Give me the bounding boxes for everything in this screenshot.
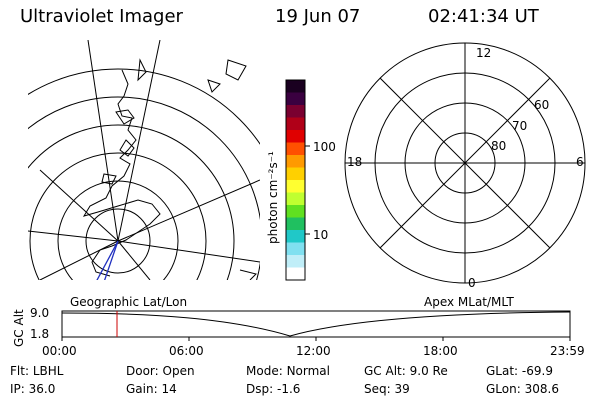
info-ip: IP: 36.0 <box>10 382 56 396</box>
colorbar-swatch <box>286 80 305 93</box>
info-gain: Gain: 14 <box>126 382 177 396</box>
geo-lat-circle <box>85 208 151 274</box>
xtick-0000: 00:00 <box>42 344 77 358</box>
xtick-1200: 12:00 <box>296 344 331 358</box>
info-glon: GLon: 308.6 <box>486 382 559 396</box>
info-gc-alt: GC Alt: 9.0 Re <box>364 364 448 378</box>
altitude-curve <box>61 311 571 337</box>
coastline <box>207 79 221 93</box>
geo-meridian <box>39 240 119 280</box>
spacecraft-vector <box>96 240 119 280</box>
geo-lat-circle <box>29 152 207 280</box>
apex-mlt-line <box>379 77 551 249</box>
info-filter: Flt: LBHL <box>10 364 64 378</box>
colorbar-swatch <box>286 267 305 281</box>
xtick-2359: 23:59 <box>550 344 585 358</box>
geo-map-panel <box>28 40 260 280</box>
colorbar-swatch <box>286 142 305 156</box>
colorbar-swatch <box>286 217 305 231</box>
colorbar-swatch <box>286 192 305 206</box>
mlt-label-12: 12 <box>476 46 492 60</box>
info-mode: Mode: Normal <box>246 364 330 378</box>
xtick-1800: 18:00 <box>423 344 458 358</box>
geo-meridian <box>117 240 151 280</box>
info-dsp: Dsp: -1.6 <box>246 382 301 396</box>
spacecraft-vector <box>103 240 119 280</box>
altitude-ytick-1-8: 1.8 <box>30 327 50 341</box>
colorbar-swatch <box>286 230 305 243</box>
colorbar-tick-10: 10 <box>313 228 329 242</box>
xtick-0600: 06:00 <box>169 344 204 358</box>
mlat-label-70: 70 <box>512 119 528 133</box>
coastline <box>119 139 135 157</box>
info-seq: Seq: 39 <box>364 382 410 396</box>
colorbar-swatch <box>286 167 305 181</box>
colorbar-swatch <box>286 205 305 218</box>
coastline <box>82 69 161 277</box>
geo-lat-circle <box>28 68 260 145</box>
colorbar-swatch <box>286 105 305 118</box>
colorbar-unit-label: photon cm⁻²s⁻¹ <box>266 151 280 244</box>
colorbar-swatch <box>286 180 305 193</box>
mlat-label-80: 80 <box>491 139 507 153</box>
coastline <box>137 58 147 82</box>
geo-meridian <box>117 40 161 242</box>
info-door: Door: Open <box>126 364 195 378</box>
coastline <box>225 59 247 81</box>
coastline <box>115 109 135 125</box>
colorbar-tick-100: 100 <box>313 140 336 154</box>
instrument-title: Ultraviolet Imager <box>20 6 183 27</box>
date-label: 19 Jun 07 <box>275 6 361 27</box>
mlt-label-6: 6 <box>576 155 584 169</box>
geo-panel-label: Geographic Lat/Lon <box>70 295 188 309</box>
mlat-label-60: 60 <box>534 98 550 112</box>
altitude-ytick-9: 9.0 <box>30 306 50 320</box>
geo-lat-circle <box>28 96 260 280</box>
mlt-label-0: 0 <box>468 276 476 290</box>
colorbar <box>285 79 310 281</box>
coastline <box>239 269 257 280</box>
apex-panel-label: Apex MLat/MLT <box>424 295 514 309</box>
colorbar-swatch <box>286 130 305 143</box>
colorbar-swatch <box>286 92 305 106</box>
colorbar-swatch <box>286 155 305 168</box>
geo-meridian <box>39 169 119 242</box>
colorbar-swatch <box>286 255 305 268</box>
geo-meridian <box>28 230 119 242</box>
colorbar-swatch <box>286 117 305 131</box>
colorbar-swatch <box>286 242 305 256</box>
coastline <box>101 173 117 185</box>
info-glat: GLat: -69.9 <box>486 364 553 378</box>
apex-polar-panel <box>344 42 586 284</box>
altitude-plot <box>61 310 571 341</box>
time-label: 02:41:34 UT <box>428 6 539 27</box>
altitude-ylabel: GC Alt <box>12 309 26 347</box>
geo-meridian <box>117 240 260 263</box>
geo-meridian <box>117 179 260 242</box>
mlt-label-18: 18 <box>347 155 363 169</box>
geo-lat-circle <box>28 124 235 280</box>
